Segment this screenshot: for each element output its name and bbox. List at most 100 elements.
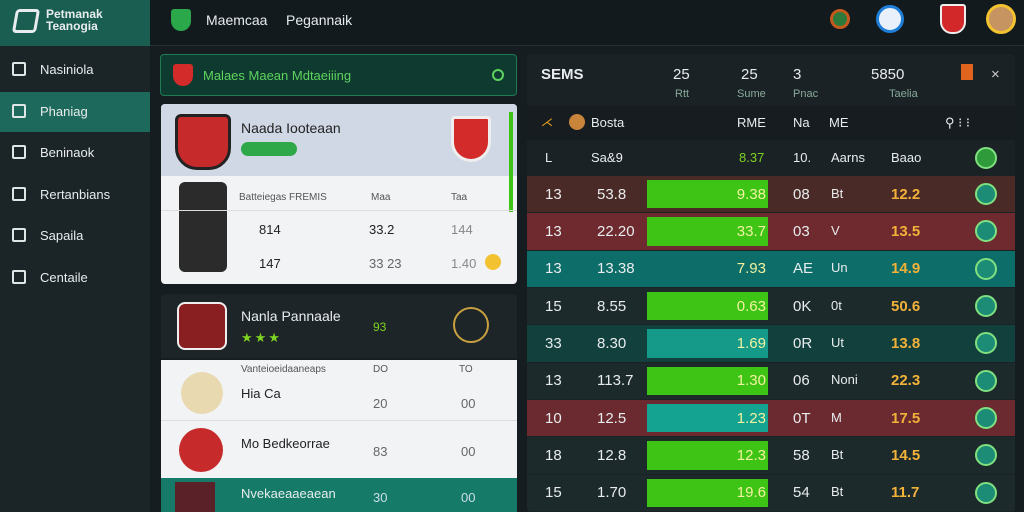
nav-tab[interactable]: Maemcaa: [206, 12, 268, 28]
list-cell: 00: [461, 396, 476, 411]
team-icon[interactable]: [876, 5, 904, 33]
bar-cell: [647, 366, 768, 395]
player-name[interactable]: Mo Bedkeorrae: [241, 436, 330, 451]
list-item-active[interactable]: Nvekaeaaeaean 30 00: [161, 478, 517, 512]
player-photo: [179, 428, 223, 472]
top-bar: Petmanak Teanogia Maemcaa Pegannaik: [0, 0, 1024, 46]
coin-icon[interactable]: [485, 254, 501, 270]
stat-cell: 814: [259, 222, 281, 237]
nav-item[interactable]: Sapaila: [0, 216, 150, 256]
club-badge: [173, 64, 193, 86]
row-action[interactable]: [975, 183, 997, 206]
flag-icon[interactable]: [961, 64, 973, 80]
action-button[interactable]: [453, 307, 489, 343]
cell: Bt: [831, 484, 844, 500]
club-badge: [177, 302, 227, 350]
cell: 1.69: [736, 334, 766, 352]
table-row[interactable]: 13 13.38 7.93 AE Un 14.9: [527, 250, 1015, 287]
row-action[interactable]: [975, 257, 997, 280]
settings-icon[interactable]: ⚲ ⁝ ⁝: [945, 115, 971, 130]
player-name[interactable]: Hia Ca: [241, 386, 281, 401]
cell: 13.8: [891, 334, 921, 352]
cell: M: [831, 409, 842, 425]
cell: 50.6: [891, 297, 921, 315]
cell: 13: [545, 222, 562, 240]
table-row[interactable]: 13 113.7 1.30 06 Noni 22.3: [527, 362, 1015, 399]
player-card-dark[interactable]: Nanla Pannaale ★★★ 93: [161, 294, 517, 358]
stat-cell: 147: [259, 256, 281, 271]
table-row[interactable]: 33 8.30 1.69 0R Ut 13.8: [527, 325, 1015, 362]
table-row[interactable]: 10 12.5 1.23 0T M 17.5: [527, 400, 1015, 437]
status-icon[interactable]: [830, 9, 850, 29]
nav-tab[interactable]: Pegannaik: [286, 12, 353, 28]
row-action[interactable]: [975, 220, 997, 243]
table-row[interactable]: 15 8.55 0.63 0K 0t 50.6: [527, 288, 1015, 325]
nav-item[interactable]: Centaile: [0, 258, 150, 298]
stat-header: Maa: [371, 192, 391, 203]
row-action[interactable]: [975, 407, 997, 430]
column-title: 5850: [871, 66, 905, 83]
cell: 9.38: [736, 185, 766, 203]
nav-label: Rertanbians: [40, 186, 111, 202]
cell: 8.55: [597, 297, 627, 315]
table-row[interactable]: 18 12.8 12.3 58 Bt 14.5: [527, 437, 1015, 474]
cell: 0T: [793, 409, 811, 427]
nav-item[interactable]: Phaniag: [0, 91, 150, 132]
table-row[interactable]: L Sa&9 8.37 10. Aarns Baao: [527, 140, 1015, 176]
close-icon[interactable]: ×: [991, 66, 1000, 83]
list-cell: 00: [461, 444, 476, 459]
player-photo: [181, 372, 223, 414]
cell: 12.2: [891, 185, 921, 203]
tab-icon: [171, 9, 191, 31]
cell: 8.30: [597, 334, 627, 352]
nav-item[interactable]: Nasiniola: [0, 50, 150, 90]
row-action[interactable]: [975, 147, 997, 169]
column-sub: Taelia: [889, 88, 918, 100]
brand-logo: [11, 9, 41, 33]
cell: Ut: [831, 334, 844, 350]
nav-icon: [12, 228, 26, 242]
cell: 0.63: [736, 297, 766, 315]
cell: 13.38: [597, 260, 635, 278]
cell: 22.20: [597, 222, 635, 240]
stat-cell: 144: [451, 222, 473, 237]
cell: 53.8: [597, 185, 627, 203]
status-dot[interactable]: [492, 69, 504, 81]
player-name: Nanla Pannaale: [241, 308, 341, 324]
sidebar: Nasiniola Phaniag Beninaok Rertanbians Sapai…: [0, 46, 150, 512]
brand[interactable]: Petmanak Teanogia: [0, 0, 150, 46]
nav-label: Centaile: [40, 269, 88, 285]
list-header: TO: [459, 364, 473, 375]
cell: L: [545, 150, 553, 165]
nav-icon: [12, 145, 26, 159]
row-action[interactable]: [975, 444, 997, 467]
column-label: Bosta: [591, 115, 625, 130]
row-action[interactable]: [975, 481, 997, 504]
stat-cell: 33 23: [369, 256, 402, 271]
bar-cell: [647, 404, 768, 433]
cell: 13: [545, 185, 562, 203]
table-row[interactable]: 13 53.8 9.38 08 Bt 12.2: [527, 176, 1015, 213]
cell: 13: [545, 260, 562, 278]
player-card[interactable]: Naada Iooteaan Batteiegas FREMIS Maa Taa…: [161, 104, 517, 284]
club-badge[interactable]: [940, 4, 966, 34]
list-cell: 83: [373, 444, 388, 459]
row-action[interactable]: [975, 369, 997, 392]
nav-item[interactable]: Rertanbians: [0, 175, 150, 215]
table-row[interactable]: 13 22.20 33.7 03 V 13.5: [527, 213, 1015, 250]
sort-icon[interactable]: ⋌: [541, 115, 553, 129]
row-action[interactable]: [975, 332, 997, 355]
nav-label: Nasiniola: [40, 62, 94, 77]
player-photo: [175, 114, 231, 170]
cell: 15: [545, 297, 562, 315]
nav-label: Phaniag: [40, 103, 88, 119]
cell: 14.9: [891, 260, 921, 278]
nav-item[interactable]: Beninaok: [0, 133, 150, 173]
user-avatar[interactable]: [986, 4, 1016, 34]
row-action[interactable]: [975, 295, 997, 318]
table-row[interactable]: 15 1.70 19.6 54 Bt 11.7: [527, 474, 1015, 511]
stats-table: SEMS 25 25 3 5850 Rtt Sume Pnac Taelia ×…: [527, 54, 1015, 512]
cell: Sa&9: [591, 150, 623, 165]
club-badge: [451, 116, 491, 162]
cell: 12.3: [736, 446, 766, 464]
